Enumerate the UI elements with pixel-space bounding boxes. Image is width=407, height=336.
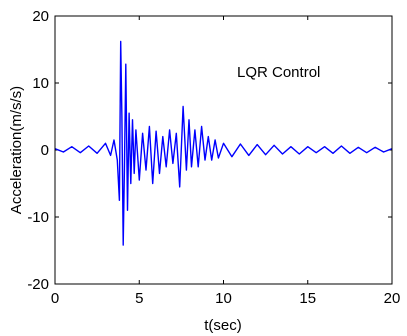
y-tick-label: 10 <box>32 75 49 92</box>
y-tick-label: 0 <box>41 142 49 159</box>
axis-tick-labels: 0 5 10 15 20 -20 -10 0 10 20 <box>27 8 400 307</box>
x-tick-label: 15 <box>299 290 316 307</box>
y-tick-label: 20 <box>32 8 49 25</box>
y-axis-label: Acceleration(m/s/s) <box>8 86 25 214</box>
y-tick-label: -10 <box>27 209 49 226</box>
plot-frame <box>54 15 393 285</box>
plot-area <box>55 16 392 284</box>
acceleration-series-line <box>54 40 393 246</box>
x-axis-label: t(sec) <box>204 317 242 334</box>
x-tick-label: 10 <box>215 290 232 307</box>
annotation-label: LQR Control <box>237 64 320 81</box>
x-tick-label: 0 <box>51 290 59 307</box>
x-tick-label: 5 <box>135 290 143 307</box>
y-tick-label: -20 <box>27 276 49 293</box>
x-tick-label: 20 <box>384 290 401 307</box>
